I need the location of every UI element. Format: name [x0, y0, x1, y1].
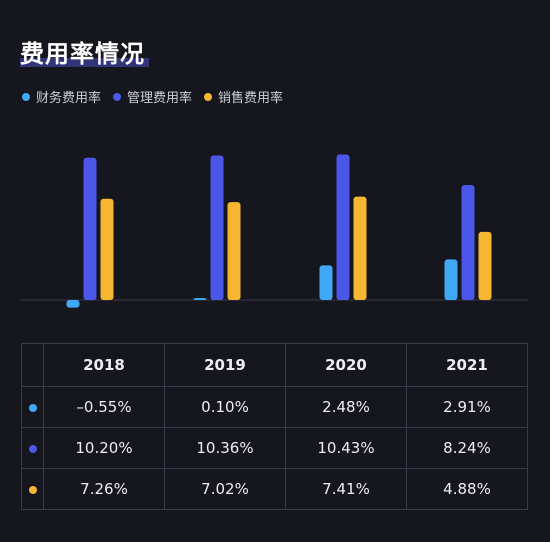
- legend-label: 销售费用率: [218, 91, 284, 106]
- bar-2021-series-1: [461, 185, 475, 300]
- table-row: –0.55% 0.10% 2.48% 2.91%: [21, 386, 528, 428]
- bar-2018-series-1: [83, 157, 97, 300]
- bar-2020-series-1: [336, 154, 350, 300]
- bar-2019-series-0: [193, 298, 207, 300]
- legend-item-finance: 财务费用率: [22, 87, 101, 106]
- table-row: 10.20% 10.36% 10.43% 8.24%: [21, 427, 528, 469]
- table-cell: 2.91%: [406, 386, 528, 428]
- bar-2018-series-2: [100, 198, 114, 300]
- legend-label: 财务费用率: [36, 91, 102, 106]
- bar-2018-series-0: [66, 300, 80, 308]
- row-marker: [21, 386, 44, 428]
- table-header-cell: 2018: [43, 343, 165, 387]
- legend: 财务费用率 管理费用率 销售费用率: [22, 87, 283, 106]
- table-header-cell: 2020: [285, 343, 407, 387]
- table-cell: 4.88%: [406, 468, 528, 510]
- table-cell: 8.24%: [406, 427, 528, 469]
- bar-2020-series-2: [353, 196, 367, 300]
- bar-2020-series-0: [319, 265, 333, 300]
- bar-2019-series-1: [210, 155, 224, 300]
- chart-title-wrap: 费用率情况: [20, 34, 149, 69]
- bar-2019-series-2: [227, 202, 241, 300]
- row-marker: [21, 468, 44, 510]
- table-cell: 10.20%: [43, 427, 165, 469]
- legend-dot-icon: [113, 92, 122, 101]
- legend-item-sales: 销售费用率: [204, 87, 283, 106]
- bar-2021-series-0: [444, 259, 458, 300]
- table-cell: 7.26%: [43, 468, 165, 510]
- series-dot-icon: [28, 404, 37, 412]
- series-dot-icon: [28, 486, 37, 494]
- title-highlight: [20, 58, 149, 67]
- legend-label: 管理费用率: [127, 91, 193, 106]
- table-cell: 10.43%: [285, 427, 407, 469]
- table-cell: 2.48%: [285, 386, 407, 428]
- bar-2021-series-2: [478, 231, 492, 300]
- table-header-cell: [21, 343, 44, 387]
- table-cell: –0.55%: [43, 386, 165, 428]
- table-cell: 7.41%: [285, 468, 407, 510]
- table-header-cell: 2021: [406, 343, 528, 387]
- legend-dot-icon: [22, 92, 30, 101]
- table-cell: 7.02%: [164, 468, 286, 510]
- bar-chart: [20, 154, 528, 308]
- table-cell: 0.10%: [164, 386, 286, 428]
- table-header-cell: 2019: [164, 343, 286, 387]
- legend-item-admin: 管理费用率: [113, 87, 192, 106]
- series-dot-icon: [28, 445, 37, 453]
- table-header-row: 2018 2019 2020 2021: [21, 343, 528, 387]
- row-marker: [21, 427, 44, 469]
- data-table: 2018 2019 2020 2021 –0.55% 0.10% 2.48% 2…: [21, 343, 528, 510]
- table-row: 7.26% 7.02% 7.41% 4.88%: [21, 468, 528, 510]
- chart-title: 费用率情况: [20, 40, 145, 68]
- table-cell: 10.36%: [164, 427, 286, 469]
- legend-dot-icon: [204, 92, 213, 101]
